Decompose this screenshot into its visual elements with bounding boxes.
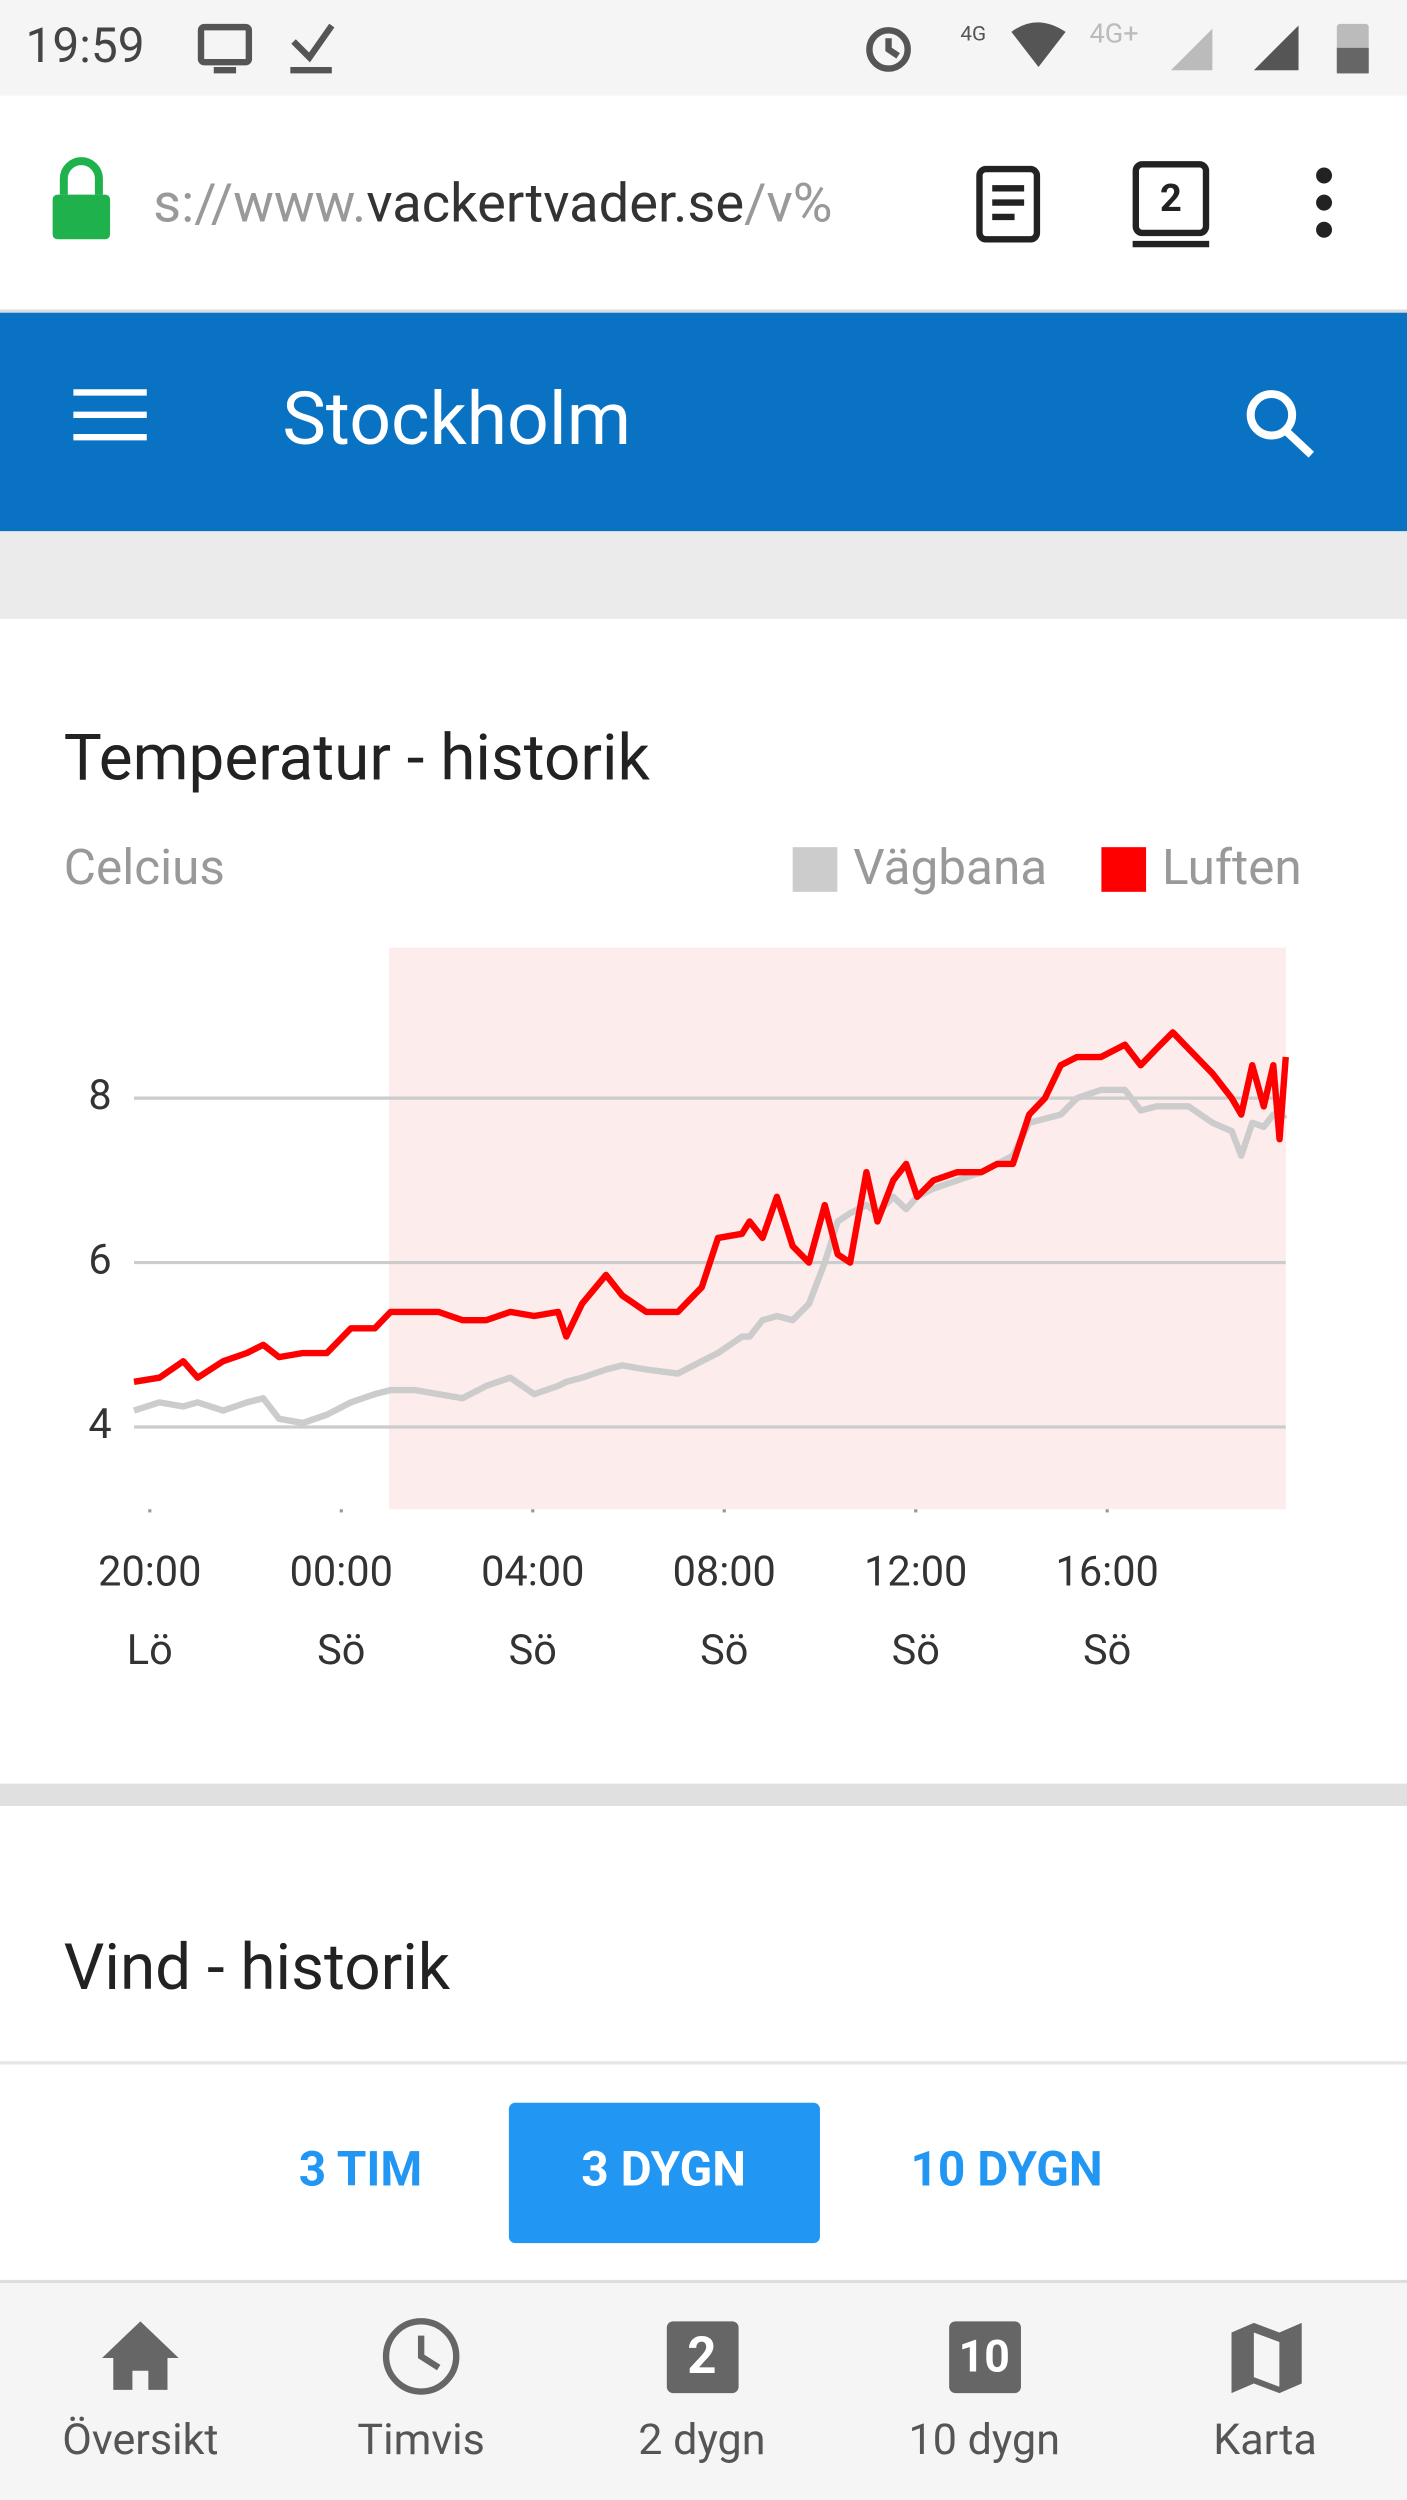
nav-label[interactable]: 10 dygn (909, 2414, 1060, 2465)
x-tick-label: Sö (892, 1627, 940, 1675)
hamburger-button[interactable] (73, 389, 147, 441)
y-tick-label: 6 (88, 1237, 111, 1285)
reader-button[interactable] (976, 165, 1041, 243)
status-bar (0, 0, 1407, 96)
header-title: Stockholm (282, 376, 631, 462)
network-label: 4G (960, 23, 986, 47)
range-button[interactable]: 3 DYGN (581, 2142, 746, 2198)
x-tick-label: 00:00 (290, 1549, 393, 1597)
spacer (0, 531, 1407, 620)
browser-bar (0, 95, 1407, 312)
chart: 4 6 8 20:00 Lö 00:00 Sö 04:00 Sö 08:00 Sö 12:00 Sö 16… (88, 839, 1301, 1675)
nav-label[interactable]: Översikt (62, 2414, 218, 2465)
y-axis-label: Celcius (64, 839, 225, 897)
series-line (133, 1086, 1288, 1427)
app-header (0, 312, 1407, 532)
clock-icon[interactable] (382, 2318, 460, 2395)
next-card (0, 1805, 1407, 2067)
status-icons (197, 23, 911, 74)
battery-level (1336, 47, 1369, 74)
series-line (133, 1029, 1289, 1385)
x-tick-label: Lö (127, 1627, 173, 1675)
nav-label[interactable]: Timvis (357, 2414, 484, 2465)
search-button[interactable] (1246, 390, 1315, 458)
menu-button[interactable] (1316, 167, 1333, 238)
network-label-2: 4G+ (1090, 17, 1139, 49)
x-tick-label: 12:00 (864, 1549, 967, 1597)
y-tick-label: 4 (88, 1401, 111, 1449)
legend-swatch (792, 847, 838, 892)
x-tick-label: Sö (317, 1627, 365, 1675)
x-tick-label: Sö (509, 1627, 557, 1675)
url-prefix: s://www. (153, 173, 366, 236)
url-suffix: /v% (744, 173, 832, 236)
map-icon[interactable] (1231, 2322, 1302, 2394)
wifi-icon (1011, 22, 1066, 68)
nav-icon-label: 2 (687, 2327, 716, 2386)
clock: 19:59 (26, 18, 145, 74)
nav-icon[interactable] (666, 2321, 739, 2394)
nav-icon-label: 10 (959, 2330, 1010, 2382)
url[interactable]: s://www.vackertvader.se/v% (153, 173, 832, 236)
legend-swatch (1101, 847, 1147, 892)
nav-label[interactable]: 2 dygn (638, 2414, 765, 2465)
lock-icon (52, 157, 111, 240)
section-title: Vind - historik (64, 1930, 451, 2005)
url-fade (922, 143, 954, 272)
chart-title: Temperatur - historik (64, 720, 651, 795)
x-tick-label: 08:00 (673, 1549, 776, 1597)
legend-label: Luften (1162, 839, 1302, 897)
signal-icon (1170, 28, 1213, 71)
tabs-button[interactable] (1132, 161, 1210, 237)
range-button[interactable]: 10 DYGN (910, 2142, 1102, 2198)
range-button[interactable]: 3 TIM (299, 2142, 423, 2198)
nav-icon[interactable] (949, 2321, 1021, 2394)
nav-label[interactable]: Karta (1213, 2414, 1317, 2465)
tab-count: 2 (1160, 176, 1182, 221)
x-tick-label: 20:00 (98, 1549, 201, 1597)
home-icon[interactable] (102, 2321, 179, 2390)
x-tick-label: Sö (1083, 1627, 1131, 1675)
legend-label: Vägbana (853, 839, 1047, 897)
x-tick-label: Sö (700, 1627, 748, 1675)
x-tick-label: 16:00 (1056, 1549, 1159, 1597)
x-tick-label: 04:00 (481, 1549, 584, 1597)
range-button-active[interactable] (508, 2102, 820, 2244)
separator (0, 1783, 1407, 1806)
url-domain: vackertvader.se (366, 173, 744, 236)
y-tick-label: 8 (88, 1072, 111, 1120)
signal-icon (1253, 25, 1299, 71)
